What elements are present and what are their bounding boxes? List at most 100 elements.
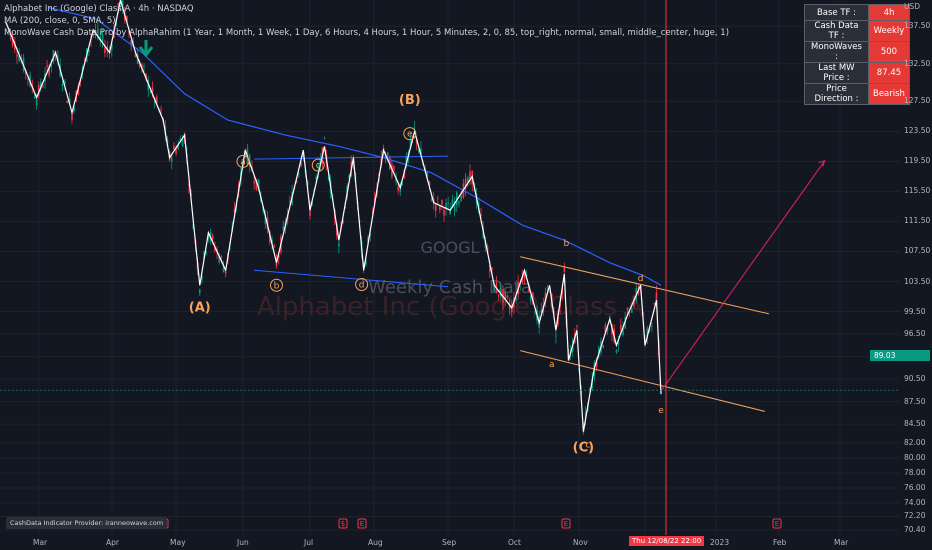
candle-body <box>61 83 64 87</box>
candle-body <box>426 171 429 177</box>
candle-body <box>413 127 416 129</box>
candle-body <box>156 96 158 103</box>
candle-body <box>555 335 557 337</box>
candle-body <box>104 47 106 54</box>
price-axis[interactable]: 70.40 72.20 74.00 76.00 78.00 80.00 82.00 84.50… <box>900 0 932 550</box>
candle-body <box>327 177 330 180</box>
price-axis-label: 72.20 <box>904 511 926 521</box>
candle-body <box>428 181 431 186</box>
down-arrow-icon <box>138 40 154 58</box>
candle-body <box>130 40 132 46</box>
price-axis-label: 74.00 <box>904 497 926 507</box>
candle-body <box>365 259 367 265</box>
candle-body <box>409 139 412 148</box>
candle-body <box>50 64 53 68</box>
price-axis-label: 132.50 <box>904 58 931 68</box>
time-axis[interactable]: MarAprMayJunJulAugSepOctNovDec2023FebMar <box>0 535 900 550</box>
candle-body <box>306 182 309 185</box>
triangle-lower-line <box>254 269 449 288</box>
price-axis-label: 80.00 <box>904 452 926 462</box>
monowave-indicator-label[interactable]: MonoWave Cash Data Pro by AlphaRahim (1 … <box>4 28 730 38</box>
candle-body <box>418 149 420 152</box>
earnings-icon-glyph: E <box>564 520 568 528</box>
ma-indicator-label[interactable]: MA (200, close, 0, SMA, 5) <box>4 16 116 26</box>
candle-body <box>456 192 458 206</box>
candle-body <box>515 297 517 302</box>
candle-body <box>606 327 609 331</box>
candle-body <box>16 54 18 57</box>
earnings-icon <box>561 518 571 529</box>
candle-body <box>205 251 208 253</box>
candle-body <box>151 87 154 93</box>
earnings-icon <box>338 518 348 529</box>
candle-body <box>628 315 631 317</box>
candle-body <box>37 85 40 96</box>
candle-body <box>604 325 607 333</box>
wave-label: b <box>564 239 570 249</box>
candle-body <box>397 186 399 191</box>
candle-body <box>576 325 578 327</box>
candle-body <box>149 91 152 93</box>
candle-body <box>289 200 291 203</box>
candle-body <box>275 259 278 267</box>
candle-body <box>233 209 236 212</box>
candle-body <box>273 245 276 247</box>
price-axis-label: 123.50 <box>904 126 931 136</box>
wave-label: a <box>240 157 246 167</box>
candle-body <box>188 183 190 187</box>
candle-body <box>589 388 591 391</box>
candle-body <box>511 305 513 313</box>
candle-body <box>145 73 147 80</box>
candle-body <box>508 304 511 309</box>
earnings-icon-glyph: E <box>775 520 779 528</box>
wave-label: e <box>407 130 413 140</box>
candle-body <box>298 174 300 176</box>
price-axis-label: 96.50 <box>904 329 926 339</box>
candle-body <box>255 178 258 190</box>
candle-body <box>173 146 175 150</box>
info-row-monowaves: MonoWaves :500 <box>804 41 910 63</box>
candle-body <box>18 55 20 61</box>
candle-body <box>35 99 38 106</box>
triangle-upper-line <box>254 155 449 160</box>
candle-body <box>523 270 526 279</box>
candle-body <box>584 411 587 419</box>
candle-body <box>73 106 75 112</box>
price-axis-label: 115.50 <box>904 186 931 196</box>
candle-body <box>338 243 340 247</box>
candle-body <box>393 166 395 170</box>
wave-label: c <box>585 440 590 450</box>
candle-body <box>527 289 530 291</box>
info-key: Cash Data TF : <box>804 20 869 42</box>
time-axis-label: Nov <box>573 538 588 547</box>
provider-badge[interactable]: CashData Indicator Provider: iranneowave… <box>6 517 168 529</box>
wave-label-circle <box>355 278 369 292</box>
candle-body <box>458 201 460 204</box>
earnings-icon-glyph: $ <box>341 520 345 528</box>
earnings-icon <box>357 518 367 529</box>
earnings-icon <box>772 518 782 529</box>
candle-body <box>617 342 620 345</box>
monowave-info-table: Base TF :4h Cash Data TF : Weekly MonoWav… <box>804 4 910 105</box>
candle-body <box>497 294 500 296</box>
candle-body <box>323 138 326 140</box>
candle-body <box>447 202 449 204</box>
time-axis-label: Feb <box>773 538 787 547</box>
candle-body <box>620 325 622 330</box>
candle-body <box>207 235 210 240</box>
candle-body <box>443 209 445 216</box>
price-axis-label: 119.50 <box>904 156 931 166</box>
candle-body <box>449 210 451 215</box>
candle-body <box>430 198 433 201</box>
info-key: Last MW Price : <box>804 62 869 84</box>
candle-body <box>441 200 443 205</box>
candle-body <box>198 289 201 294</box>
time-axis-label: Mar <box>834 538 849 547</box>
candle-body <box>224 271 227 274</box>
candle-body <box>181 138 184 147</box>
candle-body <box>506 295 509 298</box>
wave-label: (A) <box>189 300 211 315</box>
candle-body <box>602 345 604 349</box>
candle-body <box>214 247 216 251</box>
